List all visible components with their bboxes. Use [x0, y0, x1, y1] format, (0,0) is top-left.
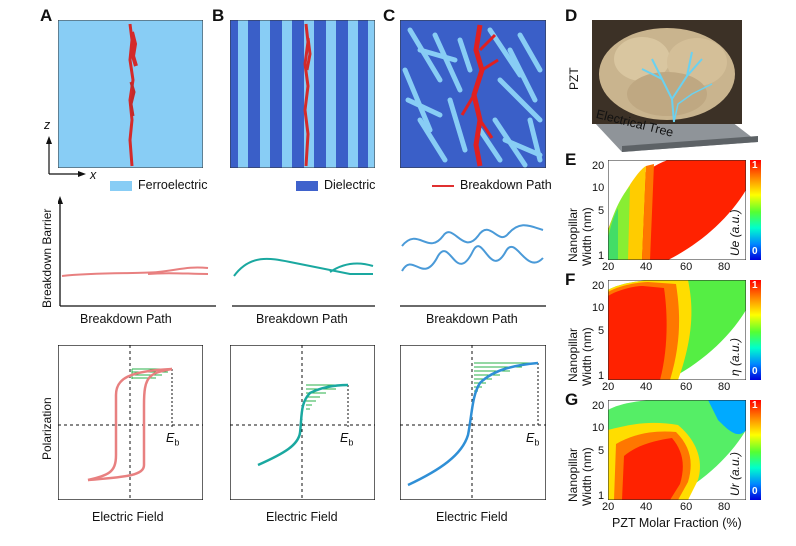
- panel-label-a: A: [40, 6, 53, 25]
- map-g-ylabel-1: Nanopillar: [566, 447, 580, 502]
- panel-label-g: G: [565, 390, 579, 409]
- colorbar-g-top: 1: [752, 400, 758, 411]
- map-g-ylabel-2: Width (nm): [580, 447, 594, 506]
- polarization-plot-c: [400, 345, 546, 500]
- map-f-ytick-5: 5: [598, 325, 605, 337]
- composite-microstructure: [400, 20, 546, 168]
- panel-label-f: F: [565, 270, 576, 289]
- dielectric-microstructure: [230, 20, 375, 168]
- map-e-xtick-80: 80: [718, 261, 731, 273]
- polarization-plot-b: [230, 345, 375, 500]
- map-g-ur: [608, 400, 746, 500]
- barrier-plot-b: [232, 257, 375, 307]
- colorbar-f: [750, 280, 761, 380]
- legend-swatch-breakdown-path: [432, 185, 454, 187]
- polarization-ylabel: Polarization: [40, 397, 54, 460]
- colorbar-g-bottom: 0: [752, 486, 758, 497]
- panel-label-c: C: [383, 6, 396, 25]
- field-xlabel-b: Electric Field: [266, 510, 338, 524]
- field-xlabel-a: Electric Field: [92, 510, 164, 524]
- map-f-xtick-80: 80: [718, 381, 731, 393]
- colorbar-e: [750, 160, 761, 260]
- map-g-ytick-1: 1: [598, 490, 605, 502]
- map-g-ytick-10: 10: [592, 422, 605, 434]
- barrier-plot-a: [58, 196, 216, 307]
- legend-swatch-ferroelectric: [110, 181, 132, 191]
- axis-z-label: z: [44, 118, 51, 132]
- map-f-ytick-1: 1: [598, 370, 605, 382]
- map-g-xtick-60: 60: [680, 501, 693, 513]
- panel-label-d: D: [565, 6, 578, 25]
- legend-breakdown-path: Breakdown Path: [460, 178, 552, 192]
- map-f-xtick-20: 20: [602, 381, 615, 393]
- map-e-ytick-5: 5: [598, 205, 605, 217]
- map-f-xtick-60: 60: [680, 381, 693, 393]
- map-e-xtick-60: 60: [680, 261, 693, 273]
- map-f-ytick-10: 10: [592, 302, 605, 314]
- legend-swatch-dielectric: [296, 181, 318, 191]
- legend-ferroelectric: Ferroelectric: [138, 178, 208, 192]
- map-e-ue: [608, 160, 746, 260]
- map-g-xtick-20: 20: [602, 501, 615, 513]
- map-f-ylabel-2: Width (nm): [580, 327, 594, 386]
- barrier-xlabel-c: Breakdown Path: [426, 312, 518, 326]
- map-g-xtick-40: 40: [640, 501, 653, 513]
- pzt-label: PZT: [567, 67, 581, 90]
- map-e-ytick-20: 20: [592, 160, 605, 172]
- barrier-xlabel-b: Breakdown Path: [256, 312, 348, 326]
- panel-label-b: B: [212, 6, 225, 25]
- map-f-ytick-20: 20: [592, 280, 605, 292]
- map-f-xtick-40: 40: [640, 381, 653, 393]
- colorbar-g: [750, 400, 761, 500]
- colorbar-e-bottom: 0: [752, 246, 758, 257]
- eb-label-a: Eb: [166, 431, 180, 448]
- map-e-ylabel-2: Width (nm): [580, 207, 594, 266]
- map-g-ytick-5: 5: [598, 445, 605, 457]
- axis-indicator: [46, 136, 86, 177]
- colorbar-e-label: Ue (a.u.): [728, 209, 742, 256]
- map-e-xtick-20: 20: [602, 261, 615, 273]
- field-xlabel-c: Electric Field: [436, 510, 508, 524]
- map-xlabel: PZT Molar Fraction (%): [612, 516, 742, 530]
- colorbar-e-top: 1: [752, 160, 758, 171]
- polarization-plot-a: [58, 345, 203, 500]
- barrier-ylabel: Breakdown Barrier: [40, 208, 54, 308]
- legend-dielectric: Dielectric: [324, 178, 376, 192]
- map-g-xtick-80: 80: [718, 501, 731, 513]
- barrier-xlabel-a: Breakdown Path: [80, 312, 172, 326]
- pzt-electrical-tree-render: [592, 20, 758, 152]
- eb-label-b: Eb: [340, 431, 354, 448]
- colorbar-f-label: η (a.u.): [728, 337, 742, 376]
- eb-label-c: Eb: [526, 431, 540, 448]
- map-f-eta: [608, 280, 746, 380]
- colorbar-g-label: Ur (a.u.): [728, 451, 742, 496]
- map-e-ytick-10: 10: [592, 182, 605, 194]
- map-g-ytick-20: 20: [592, 400, 605, 412]
- colorbar-f-top: 1: [752, 280, 758, 291]
- axis-x-label: x: [90, 168, 97, 182]
- ferroelectric-microstructure: [58, 20, 203, 168]
- map-e-ylabel-1: Nanopillar: [566, 207, 580, 262]
- colorbar-f-bottom: 0: [752, 366, 758, 377]
- barrier-plot-c: [400, 224, 546, 307]
- map-e-xtick-40: 40: [640, 261, 653, 273]
- map-f-ylabel-1: Nanopillar: [566, 327, 580, 382]
- panel-label-e: E: [565, 150, 577, 169]
- map-e-ytick-1: 1: [598, 250, 605, 262]
